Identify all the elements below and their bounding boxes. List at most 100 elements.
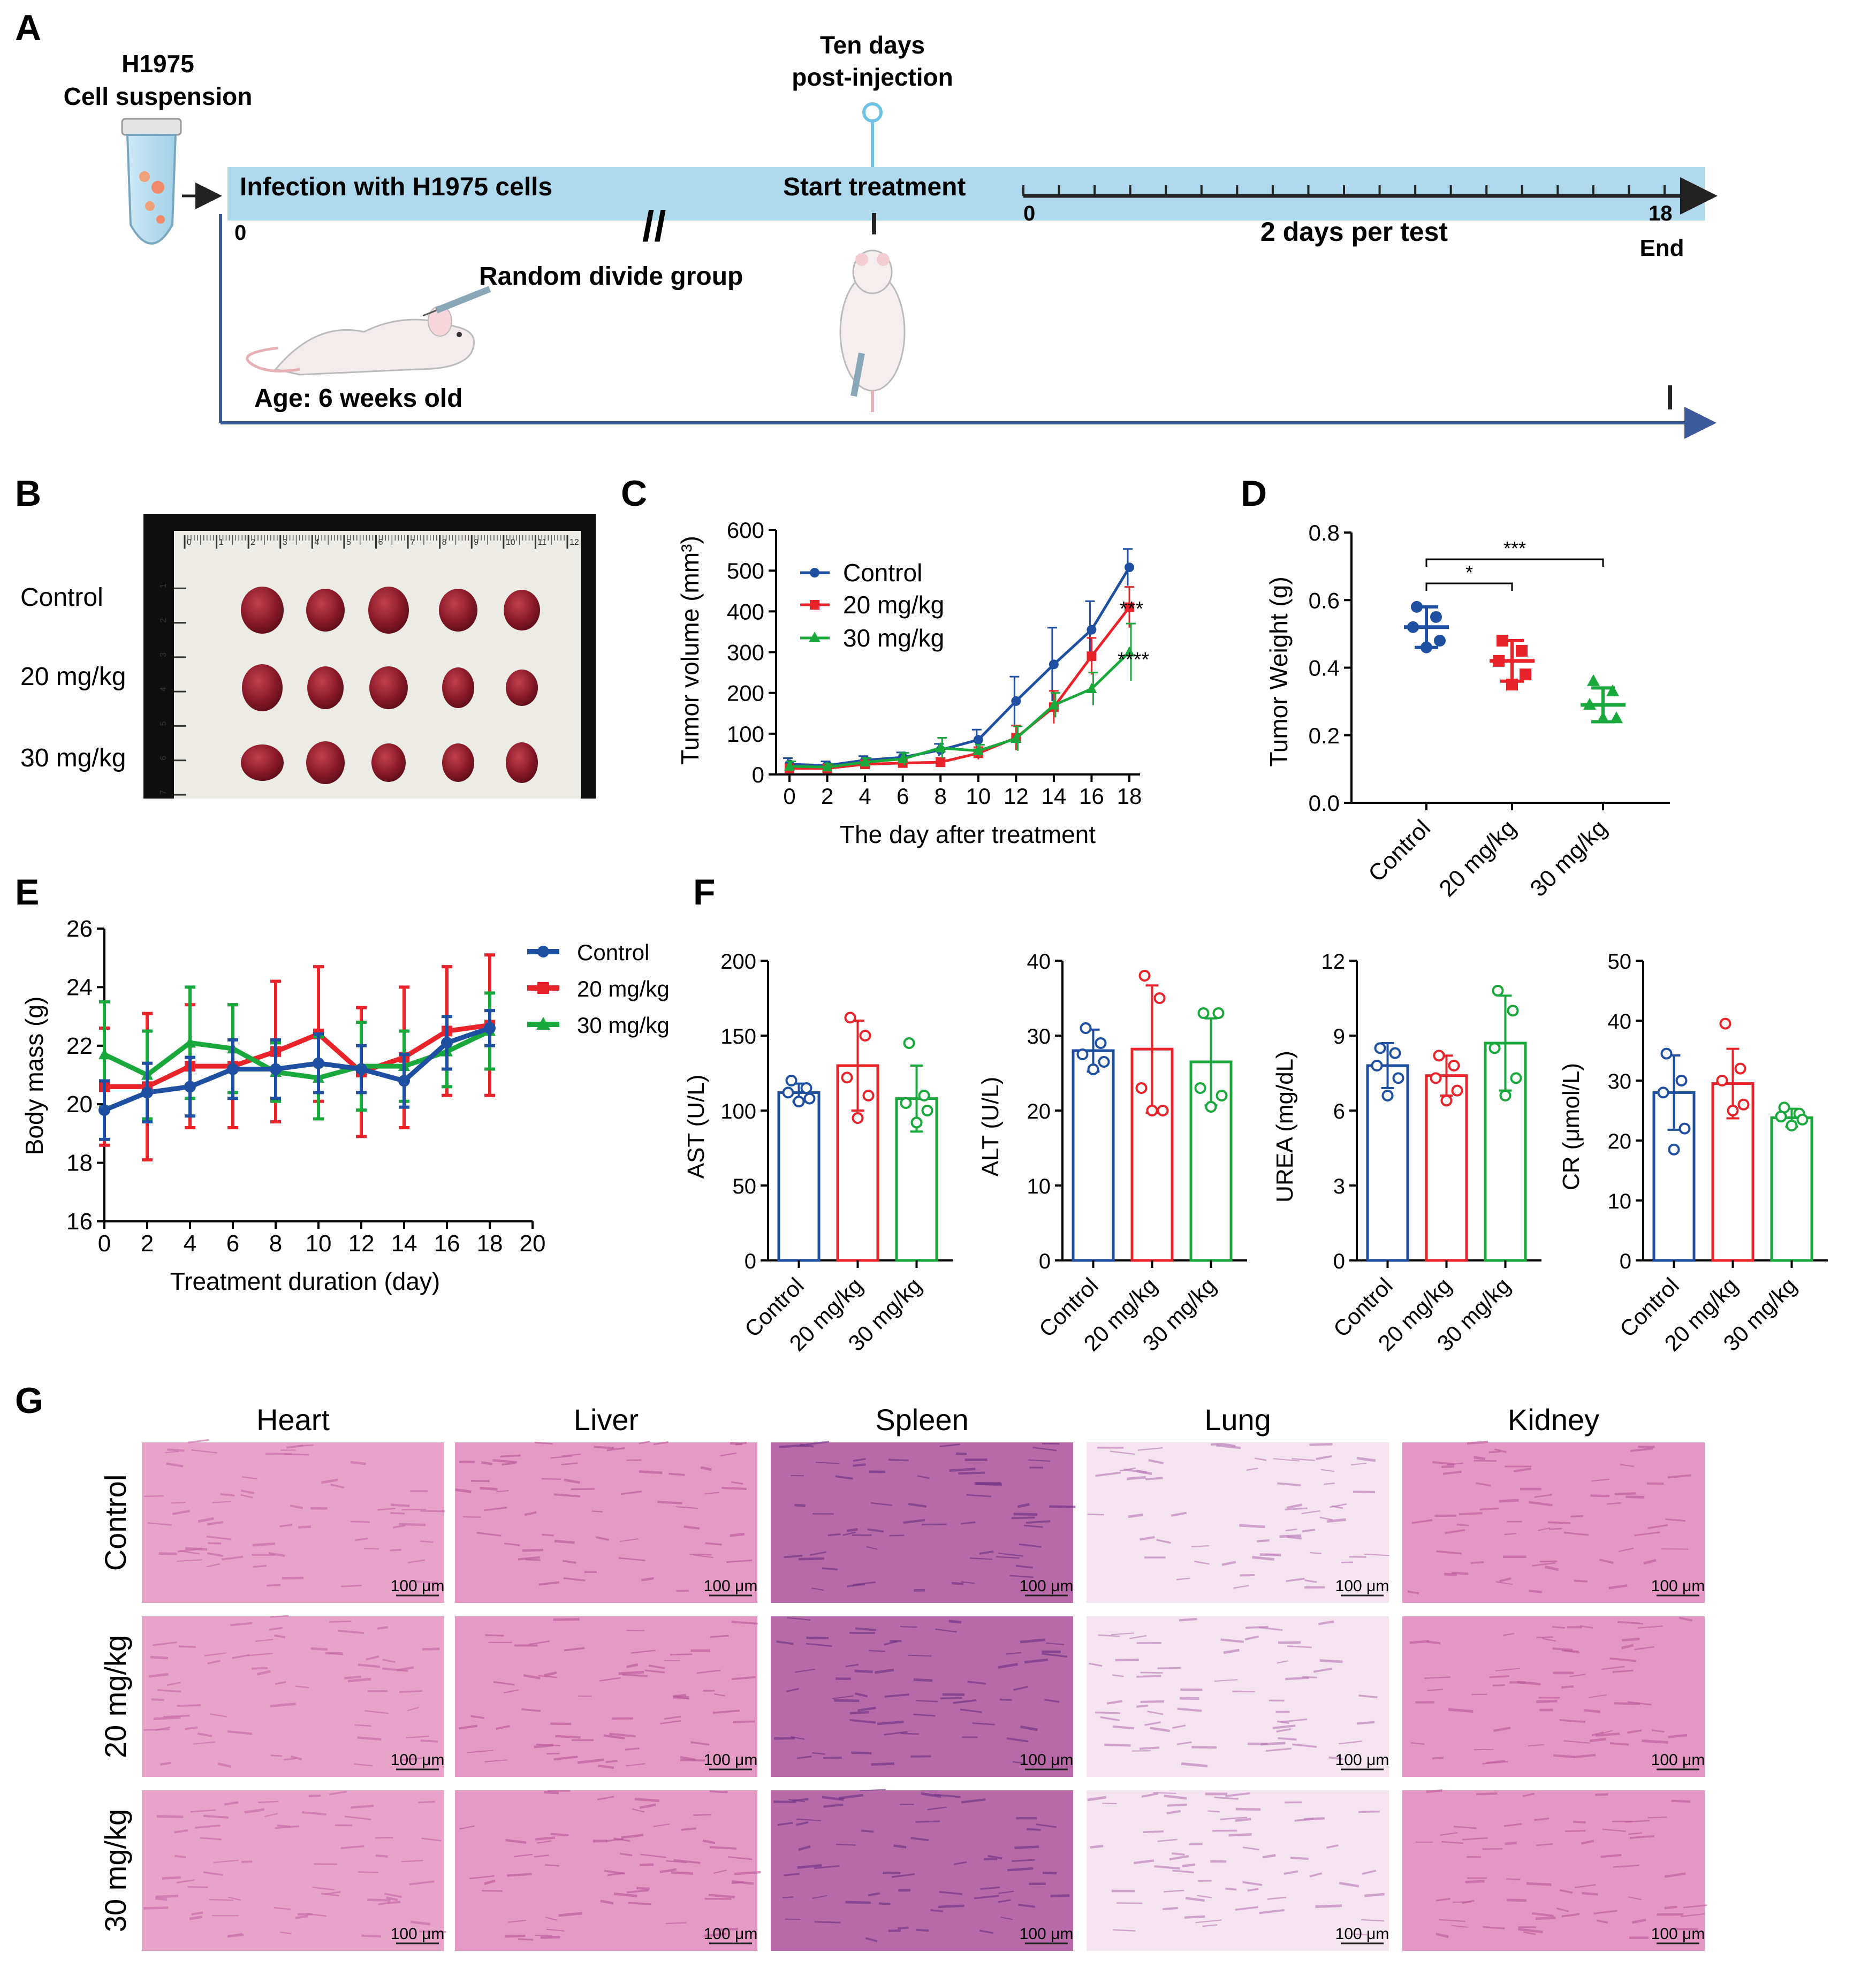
- x-tick-label: 8: [269, 1230, 282, 1257]
- histology-texture: [1665, 1907, 1677, 1908]
- e-legend: Control 20 mg/kg 30 mg/kg: [527, 940, 670, 1038]
- histology-texture: [710, 1847, 736, 1849]
- histology-texture: [822, 1568, 838, 1569]
- histology-texture: [855, 1671, 873, 1672]
- histology-texture: [1465, 1881, 1484, 1882]
- scale-bar-label: 100 μm: [1651, 1925, 1705, 1943]
- tube-title-line1: H1975: [121, 50, 194, 78]
- histology-texture: [376, 1856, 388, 1857]
- histology-texture: [151, 1699, 164, 1700]
- d-point-20: [1506, 679, 1518, 690]
- histology-texture: [171, 1502, 186, 1503]
- histology-texture: [666, 1923, 686, 1924]
- scale-bar-label: 100 μm: [391, 1751, 445, 1769]
- d-point-20: [1520, 668, 1531, 680]
- histology-texture: [1014, 1514, 1038, 1515]
- histology-texture: [1476, 1793, 1497, 1795]
- tumor-sample: [241, 587, 284, 634]
- histology-texture: [828, 1534, 841, 1535]
- y-tick-label: 10: [1027, 1175, 1051, 1198]
- d-sig-bracket: [1426, 559, 1603, 567]
- c-point-20: [1087, 651, 1096, 661]
- panel-letter-e: E: [15, 872, 39, 913]
- histology-texture: [869, 1651, 885, 1652]
- histology-texture: [535, 1935, 553, 1936]
- x-tick-label: 2: [821, 784, 833, 809]
- f-point: [1659, 1088, 1668, 1097]
- histology-texture: [311, 1648, 328, 1650]
- histology-image: 100 μm: [1087, 1790, 1389, 1951]
- d-point-control: [1411, 601, 1423, 613]
- histology-texture: [188, 1440, 209, 1442]
- f-point: [1431, 1073, 1441, 1083]
- histology-texture: [1357, 1722, 1374, 1724]
- scale-bar-label: 100 μm: [1020, 1751, 1074, 1769]
- histology-texture: [888, 1460, 908, 1461]
- f-point: [805, 1094, 815, 1104]
- g-column-label: Lung: [1204, 1403, 1271, 1437]
- e-ylabel: Body mass (g): [20, 997, 48, 1156]
- histology-texture: [815, 1922, 841, 1923]
- histology-image: 100 μm: [1087, 1616, 1389, 1777]
- histology-image: 100 μm: [1402, 1442, 1705, 1603]
- histology-texture: [1584, 1710, 1600, 1712]
- ruler-side-label: 4: [159, 687, 168, 691]
- x-tick-label: 12: [1004, 784, 1029, 809]
- f-bar: [1073, 1051, 1113, 1260]
- scale-bar-label: 100 μm: [1651, 1751, 1705, 1769]
- histology-texture: [1590, 1495, 1609, 1496]
- histology-texture: [1102, 1803, 1117, 1804]
- histology-texture: [1536, 1701, 1557, 1702]
- histology-texture: [361, 1936, 381, 1937]
- histology-texture: [670, 1654, 693, 1655]
- histology-texture: [167, 1449, 184, 1450]
- histology-texture: [1179, 1619, 1197, 1621]
- histology-image: 100 μm: [1087, 1442, 1389, 1603]
- tumor-sample: [506, 670, 538, 706]
- histology-texture: [1095, 1713, 1120, 1714]
- y-tick-label: 6: [1333, 1100, 1345, 1123]
- x-tick-label: 10: [306, 1230, 332, 1257]
- tumor-sample: [306, 741, 345, 784]
- histology-texture: [545, 1865, 559, 1866]
- g-column-label: Liver: [574, 1403, 639, 1437]
- histology-texture: [179, 1646, 196, 1647]
- histology-texture: [1536, 1918, 1555, 1919]
- histology-texture: [522, 1550, 543, 1551]
- scale-bar-label: 100 μm: [1335, 1577, 1389, 1595]
- f-point: [842, 1073, 852, 1082]
- histology-texture: [1143, 1831, 1164, 1833]
- e-legend-20: 20 mg/kg: [577, 976, 670, 1001]
- histology-texture: [850, 1712, 869, 1713]
- y-tick-label: 400: [727, 599, 764, 624]
- histology-texture: [377, 1627, 388, 1628]
- histology-texture: [367, 1900, 390, 1901]
- histology-texture: [1671, 1801, 1690, 1802]
- histology-texture: [914, 1679, 932, 1681]
- scale-bar-label: 100 μm: [704, 1577, 758, 1595]
- panel-letter-a: A: [15, 7, 41, 48]
- histology-texture: [143, 1907, 168, 1908]
- e-legend-control: Control: [577, 940, 649, 965]
- histology-texture: [329, 1621, 352, 1622]
- tumor-sample: [504, 590, 540, 630]
- histology-texture: [1172, 1853, 1184, 1855]
- histology-texture: [1574, 1580, 1588, 1581]
- y-tick-label: 500: [727, 558, 764, 583]
- f-point: [1217, 1091, 1227, 1100]
- histology-texture: [671, 1872, 693, 1873]
- d-category-label: 30 mg/kg: [1525, 815, 1612, 902]
- x-tick-label: 10: [966, 784, 991, 809]
- y-tick-label: 600: [727, 518, 764, 543]
- f-point: [1206, 1102, 1216, 1112]
- y-tick-label: 0.6: [1309, 588, 1340, 613]
- mouse-treatment-icon: [840, 250, 905, 412]
- histology-texture: [898, 1927, 908, 1928]
- histology-texture: [155, 1898, 167, 1899]
- f-point: [1137, 1083, 1146, 1093]
- f-point: [1501, 1091, 1510, 1100]
- panel-letter-d: D: [1241, 473, 1267, 514]
- y-tick-label: 50: [1608, 950, 1632, 974]
